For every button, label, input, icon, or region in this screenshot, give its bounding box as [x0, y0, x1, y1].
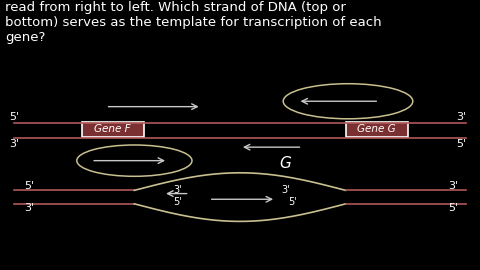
Text: 5': 5': [288, 197, 297, 207]
Text: read from right to left. Which strand of DNA (top or
bottom) serves as the templ: read from right to left. Which strand of…: [5, 1, 382, 44]
Bar: [82, 122, 144, 137]
Text: 5': 5': [173, 197, 182, 207]
Text: 3': 3': [9, 139, 20, 150]
Text: Gene G: Gene G: [358, 124, 396, 134]
Text: 3': 3': [448, 181, 459, 191]
Text: 5': 5': [9, 112, 20, 123]
Text: 3': 3': [24, 203, 34, 214]
Text: 5': 5': [24, 181, 34, 191]
Bar: [346, 122, 408, 137]
Text: Gene F: Gene F: [95, 124, 131, 134]
Text: 3': 3': [281, 185, 290, 195]
Text: 5': 5': [448, 203, 459, 214]
Text: 3': 3': [456, 112, 466, 123]
Text: G: G: [280, 156, 291, 171]
Text: 5': 5': [456, 139, 466, 150]
Text: 3': 3': [173, 185, 182, 195]
